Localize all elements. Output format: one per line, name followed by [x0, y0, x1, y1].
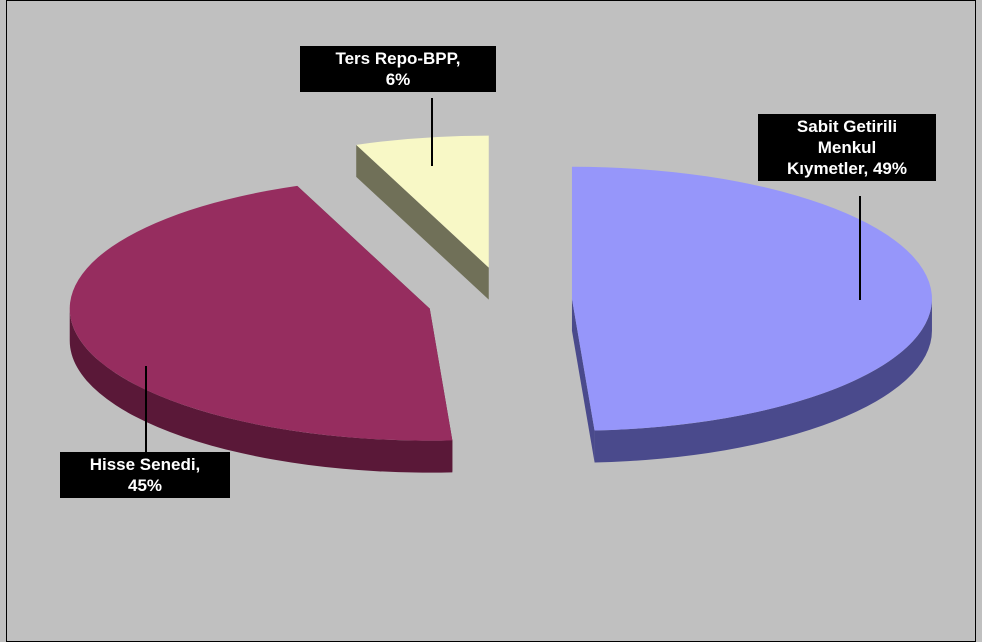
pie-slice-0: [571, 166, 932, 463]
label-hisse-senedi: Hisse Senedi, 45%: [60, 452, 230, 498]
label-sabit-line-1: Sabit Getirili: [796, 117, 898, 136]
pie-slice-2: [356, 135, 489, 300]
label-hisse-line-1: Hisse Senedi,: [89, 455, 201, 474]
pie-slice-0-top: [571, 166, 932, 431]
pie-slice-0-edge-1: [571, 298, 595, 463]
label-ters-line-1: Ters Repo-BPP,: [335, 49, 461, 68]
pie-slice-1-top: [69, 185, 453, 441]
pie-slice-2-edge-0: [356, 144, 489, 300]
pie-slice-2-top: [356, 135, 489, 268]
label-ters-repo: Ters Repo-BPP, 6%: [300, 46, 496, 92]
label-hisse-line-2: 45%: [127, 476, 163, 495]
label-ters-line-2: 6%: [385, 70, 411, 89]
pie-slice-0-side: [594, 298, 932, 463]
label-sabit-line-2: Menkul: [817, 138, 877, 157]
pie-slice-1: [69, 185, 453, 473]
label-sabit-line-3: Kıymetler, 49%: [786, 159, 907, 178]
label-sabit-getirili: Sabit Getirili Menkul Kıymetler, 49%: [758, 114, 936, 181]
